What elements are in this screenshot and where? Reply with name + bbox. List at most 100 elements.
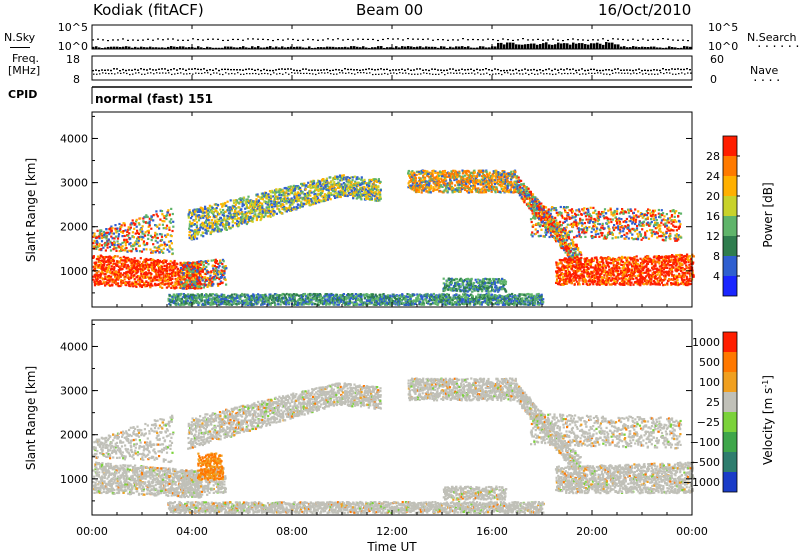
freq-point xyxy=(356,69,358,71)
echo-cell xyxy=(200,234,203,237)
echo-cell xyxy=(367,196,370,199)
nave-point xyxy=(345,72,347,74)
echo-cell xyxy=(298,193,302,196)
freq-point xyxy=(620,69,622,71)
nave-point xyxy=(588,72,590,74)
echo-cell xyxy=(122,262,125,265)
echo-cell xyxy=(163,259,166,263)
nave-point xyxy=(372,73,374,76)
freq-point xyxy=(497,68,499,71)
echo-cell xyxy=(327,191,330,194)
echo-cell xyxy=(466,176,469,179)
nsearch-point xyxy=(342,39,344,41)
echo-cell xyxy=(188,225,191,228)
echo-cell xyxy=(254,209,257,212)
echo-cell xyxy=(473,185,477,188)
echo-cell xyxy=(162,251,165,254)
nsearch-point xyxy=(477,39,479,41)
nsearch-point xyxy=(432,39,434,41)
echo-cell xyxy=(192,266,196,269)
echo-cell xyxy=(221,269,224,272)
echo-cell xyxy=(192,273,196,276)
echo-cell xyxy=(513,169,517,172)
echo-cell xyxy=(211,284,214,287)
echo-cell xyxy=(463,170,466,173)
echo-cell xyxy=(131,219,134,222)
nsky-bar xyxy=(260,47,263,49)
echo-cell xyxy=(199,217,202,220)
echo-cell xyxy=(132,265,135,268)
echo-cell xyxy=(300,205,303,208)
echo-cell xyxy=(179,284,182,287)
echo-cell xyxy=(264,214,267,217)
echo-cell xyxy=(113,279,116,282)
echo-cell xyxy=(115,231,118,234)
nave-point xyxy=(414,73,416,75)
echo-cell xyxy=(155,224,158,227)
nave-point xyxy=(255,72,257,75)
echo-cell xyxy=(237,221,240,224)
echo-cell xyxy=(163,243,167,246)
nave-point xyxy=(468,72,470,75)
echo-cell xyxy=(422,174,425,177)
echo-cell xyxy=(204,228,207,231)
nave-point xyxy=(396,72,398,75)
echo-cell xyxy=(434,183,437,186)
echo-cell xyxy=(278,201,281,204)
echo-cell xyxy=(509,189,512,192)
echo-cell xyxy=(208,282,211,285)
echo-cell xyxy=(309,198,312,201)
echo-cell xyxy=(441,175,444,178)
echo-cell xyxy=(309,203,313,206)
echo-cell xyxy=(94,273,97,276)
echo-cell xyxy=(196,282,199,285)
echo-cell xyxy=(524,185,527,189)
echo-cell xyxy=(488,187,491,191)
echo-cell xyxy=(448,183,451,186)
echo-cell xyxy=(222,225,225,228)
freq-point xyxy=(263,68,265,71)
echo-cell xyxy=(181,272,184,275)
echo-cell xyxy=(287,192,290,195)
echo-cell xyxy=(339,195,342,199)
echo-cell xyxy=(192,209,195,212)
echo-cell xyxy=(106,246,109,249)
echo-cell xyxy=(116,240,119,243)
echo-cell xyxy=(490,190,493,193)
echo-cell xyxy=(132,285,135,288)
echo-cell xyxy=(118,275,121,278)
nsky-bar xyxy=(683,46,686,49)
nsky-bar xyxy=(164,47,167,49)
echo-cell xyxy=(443,189,446,192)
nsearch-point xyxy=(142,39,144,41)
echo-cell xyxy=(104,270,107,273)
echo-cell xyxy=(319,192,322,196)
echo-cell xyxy=(341,191,344,194)
echo-cell xyxy=(475,175,479,178)
freq-point xyxy=(659,69,661,72)
echo-cell xyxy=(445,175,449,178)
nsky-bar xyxy=(230,46,233,49)
echo-cell xyxy=(516,175,519,178)
nsearch-point xyxy=(147,38,149,40)
nsky-bar xyxy=(185,47,188,49)
echo-cell xyxy=(505,176,508,179)
nsearch-point xyxy=(537,38,539,40)
echo-cell xyxy=(229,213,232,216)
echo-cell xyxy=(190,280,193,283)
echo-cell xyxy=(334,196,337,199)
echo-cell xyxy=(270,203,274,207)
echo-cell xyxy=(322,178,325,181)
echo-cell xyxy=(213,276,216,279)
echo-cell xyxy=(165,217,168,221)
nsky-bar xyxy=(488,47,491,49)
echo-cell xyxy=(246,201,249,204)
nave-point xyxy=(318,72,320,74)
nsky-bar xyxy=(332,46,335,49)
echo-cell xyxy=(325,193,328,196)
echo-cell xyxy=(261,213,264,216)
echo-cell xyxy=(254,213,257,216)
echo-cell xyxy=(378,199,381,202)
echo-cell xyxy=(223,203,226,206)
echo-cell xyxy=(142,273,145,276)
